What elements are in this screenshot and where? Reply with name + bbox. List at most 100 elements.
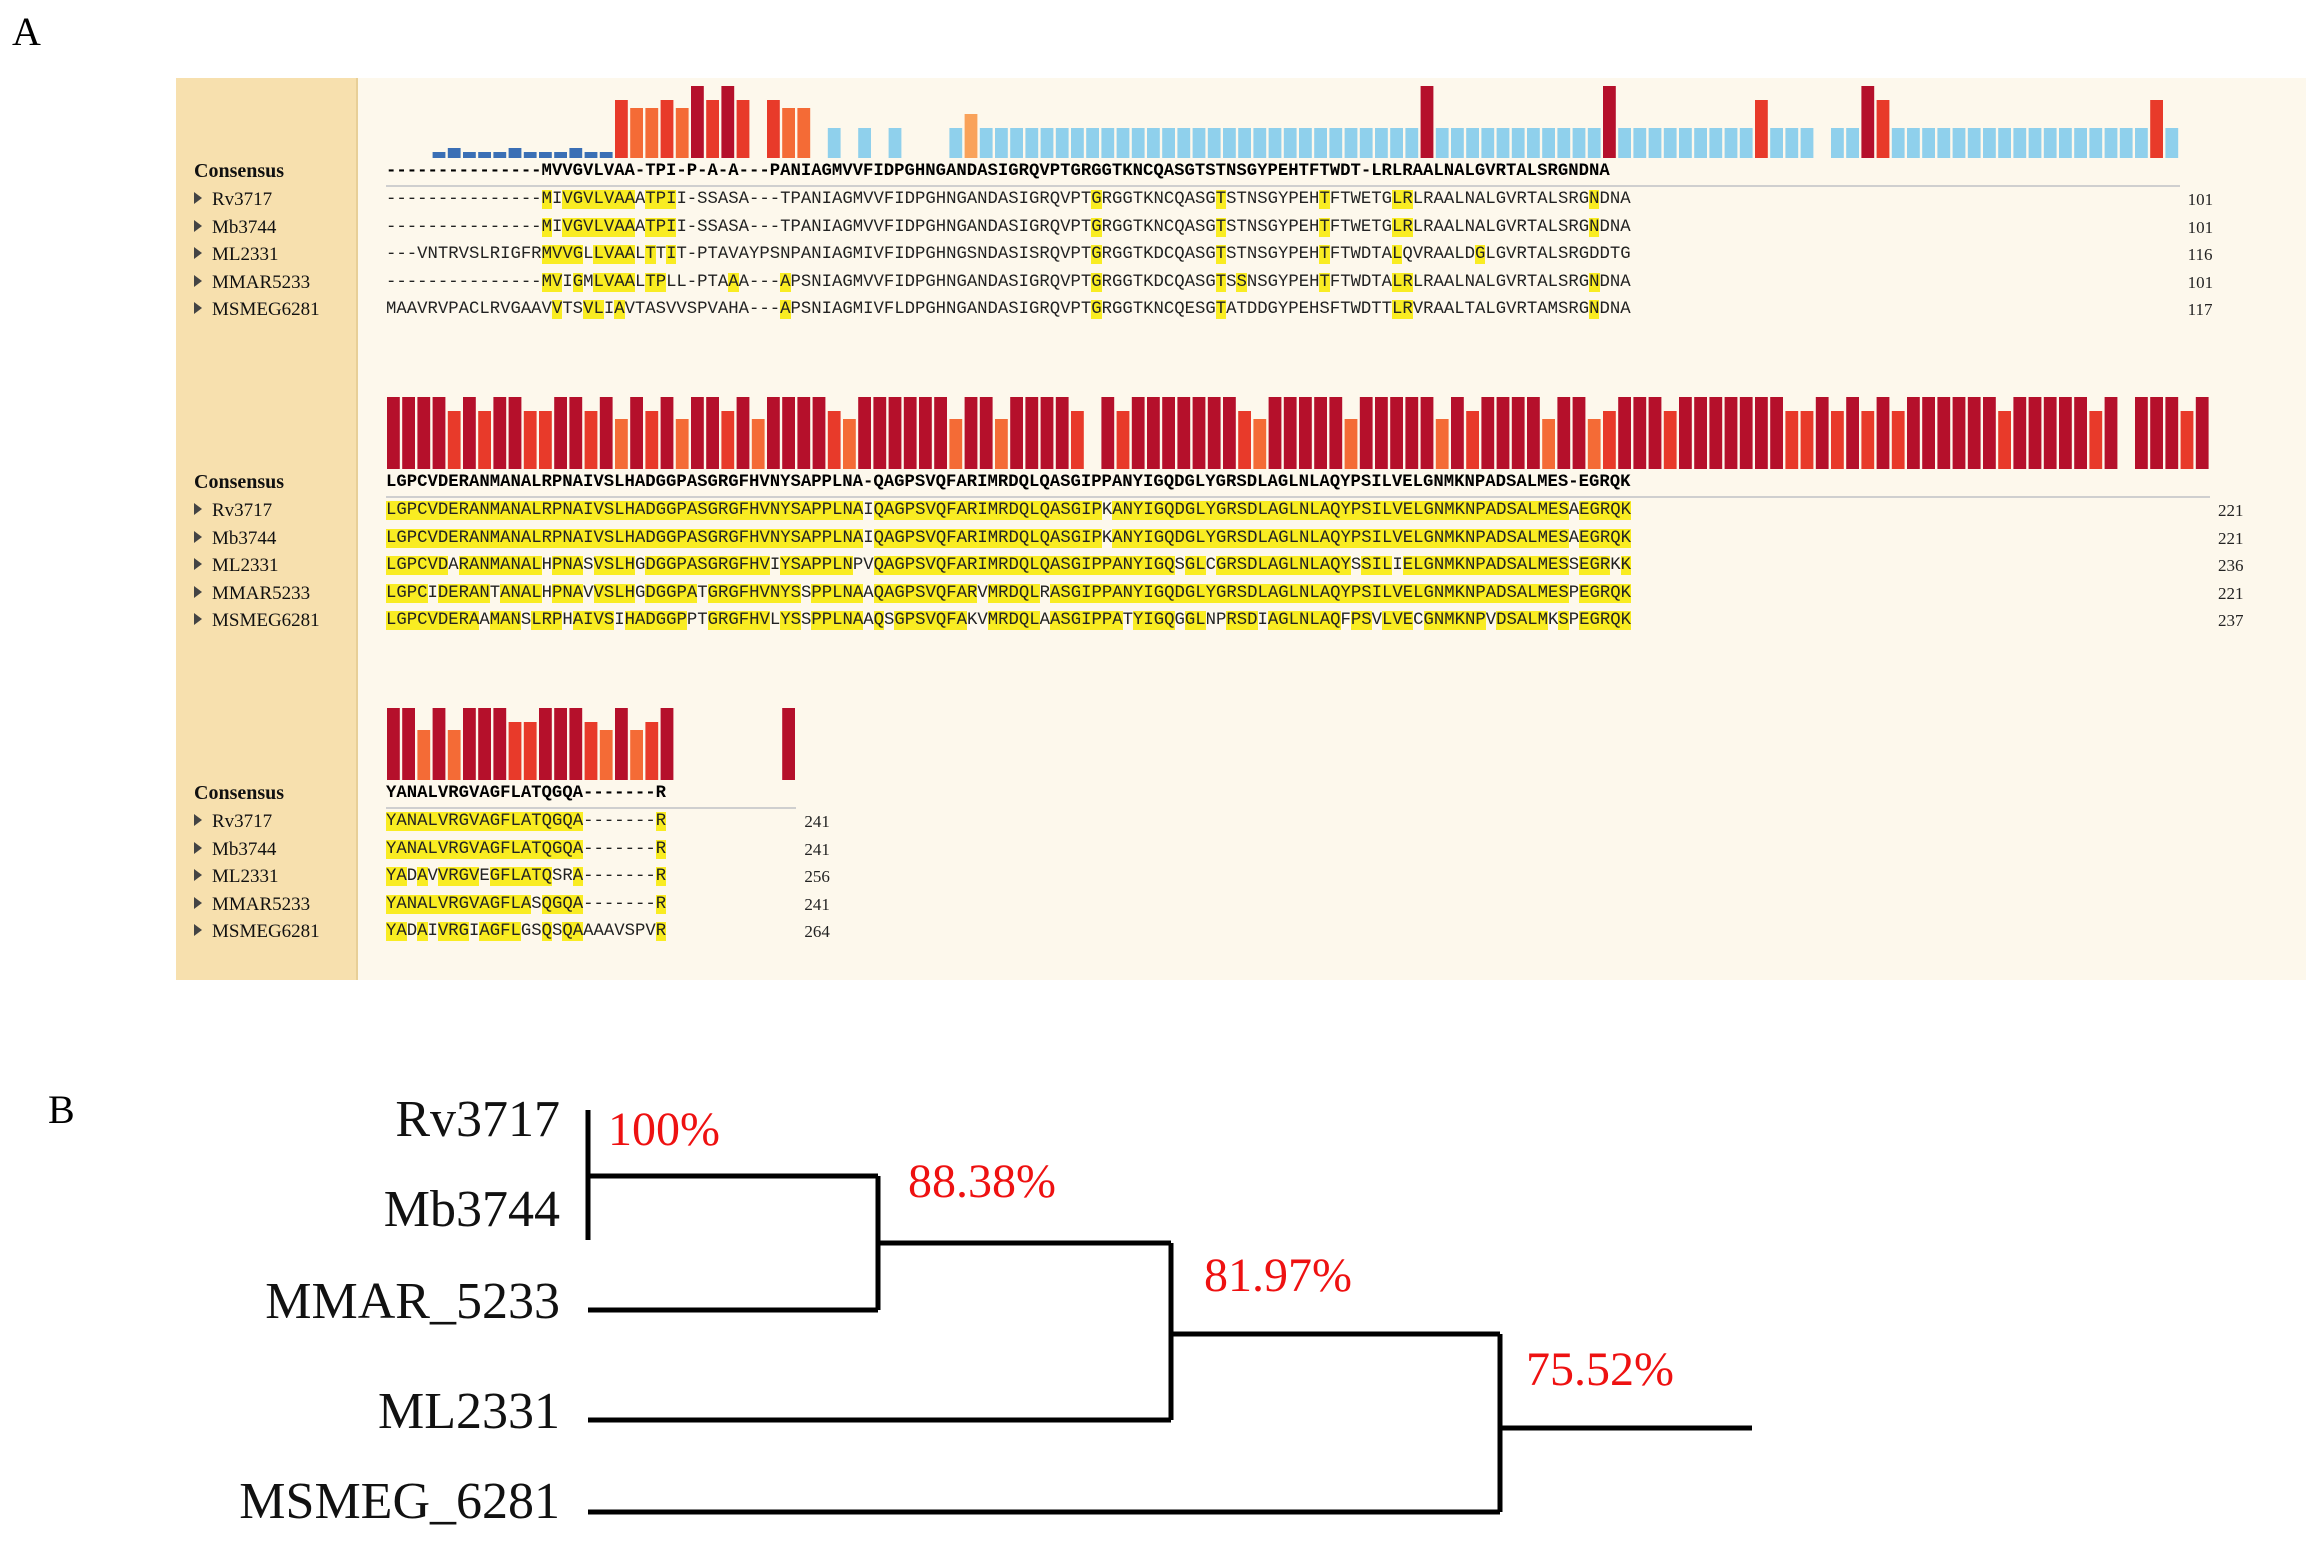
conservation-bar: [1998, 411, 2011, 469]
conservation-bar: [964, 397, 978, 469]
support-value-82: 81.97%: [1204, 1249, 1352, 1302]
sequence-row-label[interactable]: MSMEG6281: [194, 610, 320, 632]
aligned-sequence: YANALVRGVAGFLATQGQA-------R: [386, 812, 667, 831]
conservation-bar: [1739, 397, 1753, 469]
conservation-bar: [1648, 397, 1662, 469]
conservation-bar: [1967, 397, 1981, 469]
conservation-bar: [1299, 397, 1312, 469]
sequence-row-label[interactable]: Mb3744: [194, 839, 276, 861]
consensus-label: Consensus: [194, 782, 285, 804]
conservation-bar: [539, 411, 552, 469]
sequence-row-label[interactable]: Rv3717: [194, 811, 272, 833]
conservation-bar: [508, 722, 522, 780]
conservation-bar: [1451, 397, 1464, 469]
aligned-sequence: ---------------MIVGVLVAAATPII-SSASA---TP…: [386, 217, 1631, 237]
sequence-row-label[interactable]: Mb3744: [194, 528, 276, 550]
conservation-bar: [523, 152, 537, 158]
conservation-bar: [1891, 411, 1905, 469]
sequence-row-label[interactable]: ML2331: [194, 244, 279, 266]
sequence-row-label[interactable]: MMAR5233: [194, 272, 310, 294]
conservation-bar: [1131, 128, 1145, 158]
sequence-name: ML2331: [212, 244, 279, 265]
sequence-row-label[interactable]: Rv3717: [194, 500, 272, 522]
expand-triangle-icon[interactable]: [194, 530, 202, 543]
conservation-bar: [1283, 397, 1297, 469]
conservation-bar: [2059, 397, 2072, 469]
conservation-bar: [1557, 128, 1571, 158]
conservation-bar: [1831, 128, 1844, 158]
expand-triangle-icon[interactable]: [194, 613, 202, 625]
conservation-bar: [1861, 86, 1875, 158]
sequence-row-label[interactable]: Mb3744: [194, 217, 276, 239]
conservation-bar: [1162, 128, 1175, 158]
conservation-bar: [721, 86, 735, 158]
conservation-bar: [1511, 128, 1525, 158]
sequence-name: MSMEG6281: [212, 610, 320, 631]
conservation-bar: [1663, 411, 1677, 469]
conservation-bar: [873, 397, 887, 469]
conservation-bar: [447, 148, 461, 158]
expand-triangle-icon[interactable]: [194, 274, 202, 287]
sequence-row-label[interactable]: ML2331: [194, 866, 279, 888]
conservation-bar: [2135, 128, 2148, 158]
sequence-end-position: 236: [2218, 556, 2244, 575]
expand-triangle-icon[interactable]: [194, 558, 202, 570]
conservation-bar: [995, 128, 1008, 158]
conservation-bar: [2013, 128, 2027, 158]
conservation-bar: [2028, 128, 2042, 158]
sequence-row-label[interactable]: MSMEG6281: [194, 299, 320, 321]
sequence-name: MSMEG6281: [212, 921, 320, 942]
conservation-bar: [2074, 128, 2087, 158]
conservation-bar: [782, 108, 795, 158]
sequence-row-label[interactable]: Rv3717: [194, 189, 272, 211]
expand-triangle-icon[interactable]: [194, 219, 202, 232]
expand-triangle-icon[interactable]: [194, 814, 202, 826]
sequence-name: MMAR5233: [212, 582, 311, 604]
support-value-75: 75.52%: [1526, 1343, 1674, 1396]
conservation-bar: [1679, 397, 1692, 469]
expand-triangle-icon[interactable]: [194, 924, 202, 936]
conservation-bar: [1724, 128, 1738, 158]
conservation-bar: [1831, 411, 1844, 469]
conservation-bar: [2028, 397, 2042, 469]
conservation-bar: [1527, 397, 1540, 469]
conservation-bar: [1800, 411, 1814, 469]
expand-triangle-icon[interactable]: [194, 302, 202, 314]
sequence-name: MMAR5233: [212, 271, 311, 293]
conservation-bar: [858, 397, 871, 469]
conservation-bar: [1359, 397, 1373, 469]
conservation-bar: [1891, 128, 1905, 158]
conservation-bar: [2074, 397, 2087, 469]
expand-triangle-icon[interactable]: [194, 192, 202, 204]
sequence-end-position: 116: [2187, 245, 2213, 264]
consensus-divider: [386, 807, 797, 809]
panel-a-label: A: [12, 9, 41, 54]
conservation-bar: [1603, 411, 1616, 469]
conservation-bar: [979, 397, 993, 469]
conservation-bar: [1663, 128, 1677, 158]
conservation-bar: [1101, 397, 1115, 469]
expand-triangle-icon[interactable]: [194, 841, 202, 854]
conservation-bar: [1739, 128, 1753, 158]
conservation-bar: [1177, 397, 1191, 469]
sequence-row-label[interactable]: MMAR5233: [194, 894, 310, 916]
conservation-bar: [1131, 397, 1145, 469]
expand-triangle-icon[interactable]: [194, 503, 202, 515]
sequence-row-label[interactable]: ML2331: [194, 555, 279, 577]
aligned-sequence: YANALVRGVAGFLASQGQA-------R: [386, 894, 667, 914]
expand-triangle-icon[interactable]: [194, 869, 202, 881]
conservation-bar: [1329, 397, 1343, 469]
sequence-row-label[interactable]: MSMEG6281: [194, 921, 320, 943]
conservation-bar: [463, 708, 476, 780]
conservation-bar: [630, 730, 643, 780]
expand-triangle-icon[interactable]: [194, 585, 202, 598]
conservation-bar: [1314, 397, 1327, 469]
expand-triangle-icon[interactable]: [194, 247, 202, 259]
conservation-bar: [599, 152, 613, 158]
sequence-row-label[interactable]: MMAR5233: [194, 583, 310, 605]
conservation-bar: [888, 128, 902, 158]
conservation-bar: [949, 419, 963, 469]
sequence-end-position: 101: [2187, 217, 2214, 237]
expand-triangle-icon[interactable]: [194, 896, 202, 909]
conservation-bar: [1359, 128, 1373, 158]
